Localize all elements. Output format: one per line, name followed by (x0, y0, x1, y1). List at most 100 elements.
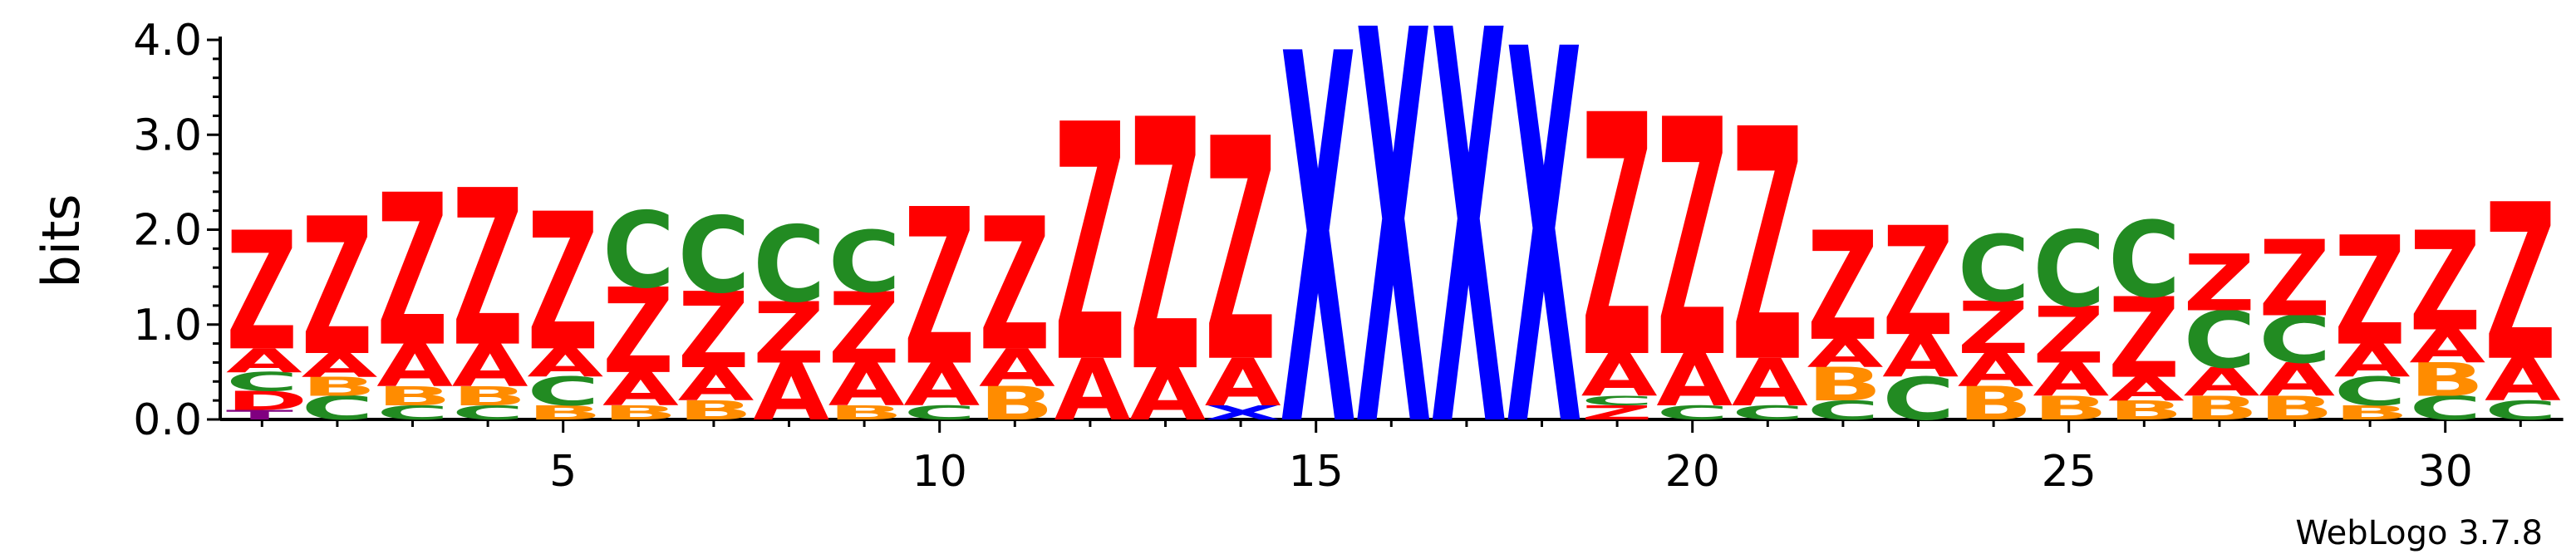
logo-letter-a: A (1807, 331, 1884, 377)
logo-letter-b: B (2409, 353, 2484, 406)
logo-letter-z: Z (1882, 194, 1954, 369)
logo-letter-c: C (602, 190, 675, 311)
logo-letter-c: C (2409, 390, 2481, 428)
logo-letter-z: Z (753, 284, 824, 383)
logo-letter-c: C (2334, 370, 2406, 415)
logo-letter-z: Z (226, 199, 297, 387)
x-tick-label: 10 (912, 447, 967, 497)
logo-letter-z: Z (527, 174, 598, 394)
x-tick-label: 15 (1289, 447, 1344, 497)
logo-letter-c: C (452, 402, 524, 424)
logo-letter-z: Z (979, 179, 1050, 391)
logo-letter-c: C (1732, 402, 1804, 424)
logo-column: X (1506, 0, 1581, 542)
logo-letter-z: Z (602, 263, 674, 400)
logo-letter-a: A (1958, 344, 2034, 397)
weblogo-credit: WebLogo 3.7.8 (2295, 514, 2543, 552)
logo-column: AZ (1054, 56, 1131, 440)
logo-letter-a: A (452, 332, 528, 400)
logo-letter-z: Z (2409, 203, 2480, 362)
logo-letter-c: C (527, 370, 599, 415)
logo-column: XAZ (1205, 74, 1281, 430)
logo-letter-z: Z (678, 271, 750, 392)
x-tick-label: 25 (2042, 447, 2097, 497)
logo-letter-z: Z (452, 145, 524, 395)
y-tick-label: 2.0 (133, 206, 202, 256)
logo-letter-z: Z (903, 164, 975, 414)
logo-letter-x: X (1280, 0, 1355, 539)
logo-letter-a: A (2033, 353, 2109, 406)
logo-letter-a: A (302, 346, 378, 385)
logo-letter-b: B (302, 372, 376, 402)
logo-letter-a: A (1732, 345, 1808, 420)
logo-letter-z: Z (1656, 51, 1728, 430)
logo-column: CAZ (1882, 194, 1959, 434)
y-tick-label: 4.0 (133, 16, 202, 66)
logo-column: CAZ (903, 164, 980, 424)
logo-letter-a: A (903, 351, 980, 419)
logo-letter-b: B (2259, 390, 2333, 428)
logo-letter-a: A (2485, 346, 2561, 414)
logo-letter-c: C (302, 390, 374, 428)
y-axis-label: bits (31, 194, 91, 287)
logo-letter-b: B (678, 395, 753, 425)
logo-letter-b: B (1807, 358, 1882, 411)
logo-letter-z: Z (1807, 199, 1879, 374)
logo-letter-b: B (2184, 390, 2259, 428)
logo-letter-z: Z (828, 272, 900, 385)
logo-letter-a: A (527, 341, 603, 386)
logo-letter-b: B (828, 402, 903, 424)
logo-letter-a: A (2108, 370, 2185, 409)
logo-letter-z: Z (2334, 204, 2406, 379)
logo-letter-a: A (1656, 340, 1733, 423)
logo-letter-a: A (979, 339, 1055, 400)
logo-letter-c: C (2033, 209, 2105, 331)
logo-letter-a: A (2184, 360, 2260, 405)
logo-letter-x: X (1355, 0, 1431, 547)
logo-letter-a: A (753, 348, 829, 439)
logo-letter-c: C (226, 367, 298, 397)
logo-column: CAZ (2485, 159, 2561, 426)
logo-letter-t: T (226, 407, 293, 422)
logo-letter-x: X (1431, 0, 1507, 547)
logo-letter-a: A (2259, 353, 2335, 406)
x-tick-label: 20 (1665, 447, 1720, 497)
logo-letter-c: C (753, 204, 825, 326)
logo-letter-a: A (602, 363, 679, 416)
logo-letter-z: Z (2184, 239, 2255, 330)
logo-letter-z: Z (2033, 291, 2104, 381)
logo-column: BAZ (979, 179, 1055, 430)
logo-letter-b: B (602, 402, 677, 424)
logo-letter-d: D (226, 386, 307, 416)
logo-letter-c: C (1807, 395, 1880, 425)
logo-column: CAZ (1656, 51, 1733, 430)
logo-column: CAZ (1732, 62, 1808, 434)
logo-letter-b: B (527, 402, 602, 424)
logo-letter-z: Z (1958, 287, 2029, 370)
y-tick-label: 1.0 (133, 301, 202, 351)
x-tick-label: 5 (549, 447, 577, 497)
logo-letter-a: A (1581, 341, 1658, 409)
logo-letter-c: C (1882, 365, 1954, 434)
logo-column: AZC (753, 204, 829, 439)
logo-letter-b: B (1958, 377, 2033, 430)
logo-letter-z: Z (302, 178, 373, 398)
logo-letter-z: Z (1732, 62, 1803, 434)
logo-letter-c: C (2485, 395, 2557, 425)
logo-letter-a: A (2409, 320, 2485, 373)
logo-letter-c: C (1656, 402, 1728, 424)
